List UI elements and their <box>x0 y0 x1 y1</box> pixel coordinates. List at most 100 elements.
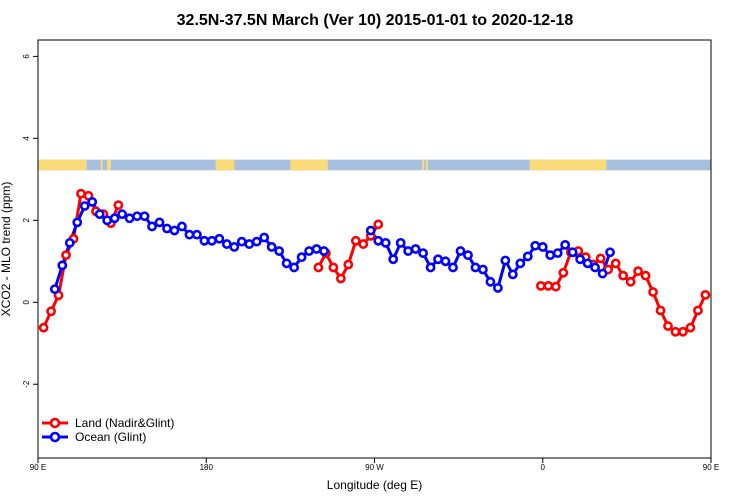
ocean-data-point <box>478 264 488 275</box>
ocean-data-point <box>575 254 586 265</box>
ocean-data-point <box>410 244 421 254</box>
ocean-data-point <box>281 258 292 269</box>
land-data-point <box>595 253 606 264</box>
land-data-point <box>640 270 651 281</box>
mask-land-segment <box>425 159 428 171</box>
ocean-data-point <box>311 244 322 254</box>
land-data-point <box>313 262 324 273</box>
x-axis: 90 E 180 90 W 0 90 E <box>30 458 719 472</box>
mask-land-segment <box>290 159 328 171</box>
ocean-data-point <box>485 276 496 287</box>
ocean-data-point <box>560 240 571 250</box>
x-axis-label: Longitude (deg E) <box>327 478 422 492</box>
land-data-point <box>535 280 546 291</box>
ocean-data-point <box>567 247 578 258</box>
y-tick-label: 4 <box>22 136 31 141</box>
ocean-data-point <box>177 221 187 232</box>
land-ocean-mask <box>38 159 711 171</box>
ocean-data-point <box>206 235 217 246</box>
land-data-point <box>46 306 56 317</box>
ocean-data-point <box>530 240 541 251</box>
land-data-point <box>633 266 643 277</box>
series-layer <box>38 188 711 337</box>
ocean-data-point <box>236 236 247 247</box>
ocean-data-point <box>139 211 150 222</box>
ocean-data-point <box>522 251 533 262</box>
mask-land-segment <box>422 159 425 171</box>
mask-land-segment <box>100 159 103 171</box>
ocean-data-point <box>169 225 180 236</box>
ocean-data-point <box>418 248 429 258</box>
land-data-point <box>373 219 384 230</box>
ocean-data-point <box>87 196 98 207</box>
land-data-point <box>343 259 354 270</box>
ocean-data-point <box>109 213 120 224</box>
y-tick-label: 6 <box>22 54 31 59</box>
chart-title: 32.5N-37.5N March (Ver 10) 2015-01-01 to… <box>177 12 574 29</box>
ocean-data-point <box>507 269 518 280</box>
ocean-data-point <box>102 215 113 226</box>
ocean-data-point <box>304 246 314 256</box>
ocean-data-point <box>79 201 90 211</box>
land-data-point <box>558 267 569 278</box>
land-data-point <box>693 305 703 316</box>
ocean-data-point <box>244 239 255 249</box>
ocean-data-point <box>192 229 202 240</box>
ocean-data-point <box>388 254 399 265</box>
ocean-data-point <box>433 254 443 265</box>
ocean-data-point <box>597 268 608 279</box>
ocean-data-point <box>537 242 548 252</box>
ocean-data-point <box>395 237 406 248</box>
land-data-point <box>670 326 681 337</box>
ocean-data-point <box>582 258 593 269</box>
land-data-point <box>328 262 339 273</box>
land-data-point <box>685 322 696 333</box>
land-data-point <box>625 276 636 287</box>
x-tick-label: 90 E <box>703 463 719 472</box>
ocean-data-point <box>605 247 615 258</box>
mask-land-segment <box>38 159 87 171</box>
legend-ocean-marker <box>49 431 61 443</box>
x-tick-label: 0 <box>541 463 546 472</box>
land-data-point <box>76 188 86 199</box>
ocean-data-point <box>251 236 262 247</box>
land-data-point <box>655 305 666 316</box>
land-data-point <box>648 287 658 297</box>
ocean-data-point <box>425 262 436 273</box>
ocean-data-point <box>552 248 563 258</box>
ocean-data-point <box>221 239 232 249</box>
ocean-data-point <box>545 250 556 261</box>
ocean-data-point <box>64 237 75 248</box>
y-axis-label: XCO2 - MLO trend (ppm) <box>0 182 13 317</box>
ocean-data-point <box>515 258 526 269</box>
land-data-point <box>543 280 554 291</box>
ocean-data-point <box>57 260 68 271</box>
ocean-data-point <box>214 233 225 244</box>
ocean-data-point <box>440 256 451 267</box>
land-data-point <box>335 273 346 284</box>
land-data-point <box>358 239 369 249</box>
land-data-point <box>550 281 561 292</box>
ocean-data-point <box>124 213 135 224</box>
land-data-point <box>618 270 629 281</box>
legend: Land (Nadir&Glint)Ocean (Glint) <box>42 416 174 444</box>
ocean-data-point <box>319 246 329 256</box>
ocean-data-point <box>296 252 307 263</box>
mask-land-segment <box>107 159 111 171</box>
ocean-data-point <box>147 221 157 232</box>
land-data-point <box>113 200 124 211</box>
land-data-point <box>678 326 688 337</box>
ocean-data-point <box>117 209 128 220</box>
ocean-data-point <box>380 237 391 248</box>
land-data-point <box>38 322 49 333</box>
ocean-data-point <box>94 209 105 220</box>
land-data-point <box>663 321 673 331</box>
ocean-data-point <box>274 246 285 256</box>
ocean-data-point <box>500 255 511 266</box>
y-tick-label: 2 <box>22 218 31 223</box>
legend-land-marker <box>49 417 61 429</box>
mask-land-segment <box>529 159 607 171</box>
ocean-data-point <box>259 232 270 243</box>
y-tick-label: 0 <box>22 300 31 305</box>
